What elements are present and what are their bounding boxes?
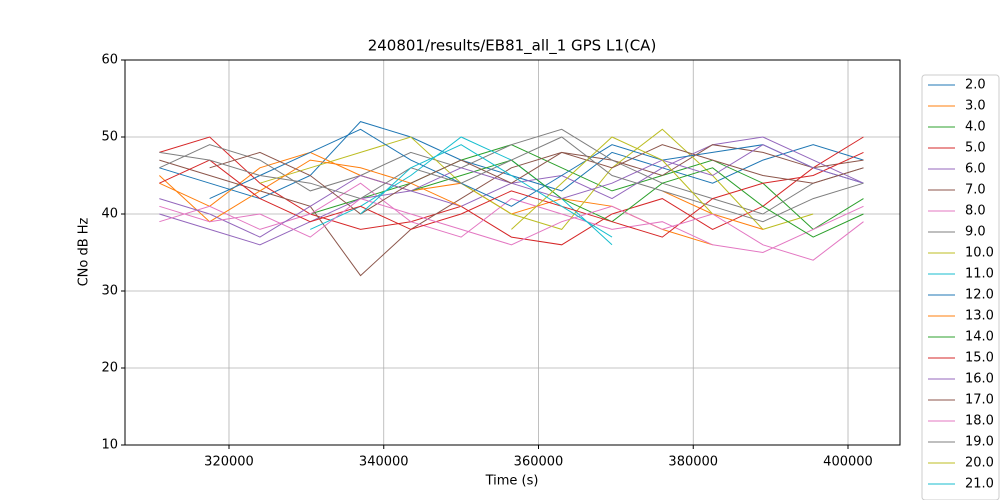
x-tick-label: 400000 bbox=[823, 455, 873, 470]
legend-label: 19.0 bbox=[965, 435, 994, 450]
legend-label: 6.0 bbox=[965, 162, 986, 177]
series-line bbox=[209, 144, 864, 215]
x-tick-label: 320000 bbox=[204, 455, 254, 470]
legend-label: 13.0 bbox=[965, 309, 994, 324]
legend-label: 4.0 bbox=[965, 120, 986, 135]
x-tick-label: 360000 bbox=[514, 455, 564, 470]
series-line bbox=[511, 136, 713, 230]
series-line bbox=[310, 144, 864, 231]
series-line bbox=[410, 159, 864, 238]
series-line bbox=[159, 128, 864, 215]
series-line bbox=[159, 136, 864, 246]
legend-label: 2.0 bbox=[965, 78, 986, 93]
plot-frame bbox=[124, 59, 901, 446]
legend-label: 17.0 bbox=[965, 393, 994, 408]
series-line bbox=[259, 128, 814, 230]
legend-label: 5.0 bbox=[965, 141, 986, 156]
series-line bbox=[662, 190, 764, 230]
series-line bbox=[159, 144, 864, 277]
legend-label: 11.0 bbox=[965, 267, 994, 282]
y-tick-label: 10 bbox=[101, 438, 118, 453]
y-tick-label: 50 bbox=[101, 130, 118, 145]
legend-label: 16.0 bbox=[965, 372, 994, 387]
series-line bbox=[159, 198, 864, 261]
series-line bbox=[159, 151, 864, 238]
y-tick-label: 60 bbox=[101, 53, 118, 68]
legend-label: 15.0 bbox=[965, 351, 994, 366]
legend-label: 21.0 bbox=[965, 477, 994, 492]
y-tick-label: 30 bbox=[101, 284, 118, 299]
legend-label: 9.0 bbox=[965, 225, 986, 240]
y-axis-label: CNo dB Hz bbox=[77, 217, 92, 286]
x-tick-label: 340000 bbox=[359, 455, 409, 470]
x-axis-label: Time (s) bbox=[485, 474, 539, 489]
y-tick-label: 40 bbox=[101, 207, 118, 222]
legend-label: 12.0 bbox=[965, 288, 994, 303]
legend-label: 7.0 bbox=[965, 183, 986, 198]
chart-title: 240801/results/EB81_all_1 GPS L1(CA) bbox=[368, 37, 657, 56]
y-tick-label: 20 bbox=[101, 361, 118, 376]
legend-label: 14.0 bbox=[965, 330, 994, 345]
series-line bbox=[360, 144, 613, 238]
legend-label: 3.0 bbox=[965, 99, 986, 114]
legend-label: 10.0 bbox=[965, 246, 994, 261]
legend-label: 18.0 bbox=[965, 414, 994, 429]
legend-label: 20.0 bbox=[965, 456, 994, 471]
x-tick-label: 380000 bbox=[668, 455, 718, 470]
legend-label: 8.0 bbox=[965, 204, 986, 219]
legend-box bbox=[921, 74, 1000, 500]
series-line bbox=[159, 136, 864, 223]
series-line bbox=[159, 182, 864, 254]
